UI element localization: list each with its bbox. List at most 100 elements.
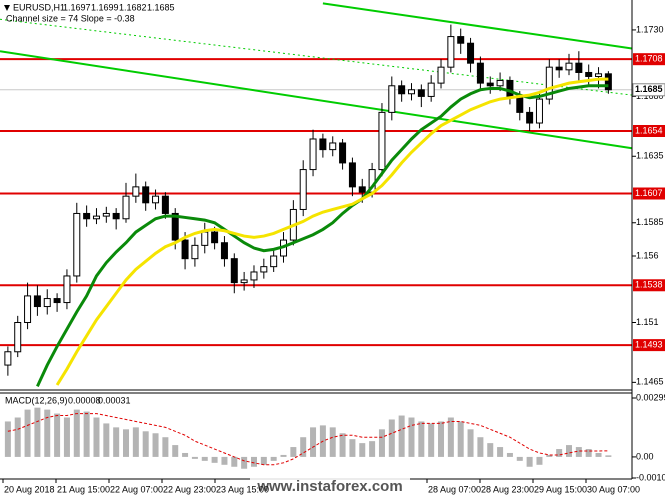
candle-body bbox=[132, 186, 140, 197]
candle-body bbox=[388, 85, 396, 113]
macd-bar bbox=[516, 456, 523, 461]
macd-bar bbox=[270, 456, 277, 461]
y-tick-label: 1.1635 bbox=[636, 151, 664, 161]
macd-bar bbox=[398, 415, 405, 457]
macd-bar bbox=[103, 423, 110, 457]
macd-bar bbox=[83, 411, 90, 457]
candle-body bbox=[14, 322, 22, 353]
macd-bar bbox=[408, 417, 415, 457]
candle-body bbox=[555, 66, 563, 71]
moving-average bbox=[36, 84, 609, 387]
candle-body bbox=[437, 66, 445, 84]
candle-body bbox=[220, 242, 228, 260]
macd-bar bbox=[231, 456, 238, 467]
y-tick-label: 1.1585 bbox=[636, 217, 664, 227]
candle-body bbox=[329, 142, 337, 151]
candle-body bbox=[526, 111, 534, 124]
macd-bar bbox=[467, 429, 474, 457]
candle-body bbox=[595, 73, 603, 77]
macd-bar bbox=[73, 409, 80, 457]
header-value: 1.1682 bbox=[119, 2, 147, 12]
macd-bar bbox=[447, 417, 454, 457]
channel-line bbox=[0, 18, 633, 96]
candle-body bbox=[358, 186, 366, 193]
candle-body bbox=[240, 279, 248, 284]
candle-body bbox=[348, 162, 356, 188]
candle-body bbox=[53, 298, 61, 304]
macd-bar bbox=[595, 452, 602, 457]
macd-bar bbox=[152, 433, 159, 457]
candle-body bbox=[309, 138, 317, 171]
candle-body bbox=[4, 351, 12, 366]
macd-bar bbox=[388, 419, 395, 457]
macd-bar bbox=[113, 427, 120, 457]
macd-bar bbox=[536, 456, 543, 465]
macd-bar bbox=[182, 452, 189, 457]
candle-body bbox=[604, 73, 612, 91]
candle-body bbox=[33, 295, 41, 308]
candle-body bbox=[486, 82, 494, 87]
macd-bar bbox=[339, 433, 346, 457]
macd-bar bbox=[123, 429, 130, 457]
candle-body bbox=[427, 82, 435, 97]
symbol-title: EURUSD,H1 bbox=[13, 2, 65, 12]
level-label: 1.1654 bbox=[635, 125, 663, 135]
macd-bar bbox=[280, 454, 287, 457]
channel-annotation: Channel size = 74 Slope = -0.38 bbox=[6, 13, 135, 23]
macd-bar bbox=[162, 437, 169, 457]
header-value: 1.1699 bbox=[91, 2, 119, 12]
candle-body bbox=[585, 71, 593, 77]
macd-bar bbox=[310, 427, 317, 457]
x-tick-label: 30 Aug 07:00 bbox=[587, 484, 640, 494]
macd-bar bbox=[497, 447, 504, 457]
candle-body bbox=[339, 142, 347, 164]
y-tick-label: -0.00107 bbox=[636, 472, 665, 482]
macd-bar bbox=[63, 417, 70, 457]
macd-bar bbox=[14, 417, 21, 457]
macd-bar bbox=[250, 456, 257, 467]
candle-body bbox=[575, 62, 583, 73]
macd-bar bbox=[378, 429, 385, 457]
x-tick-label: 22 Aug 07:00 bbox=[110, 484, 163, 494]
macd-bar bbox=[506, 452, 513, 457]
candle-body bbox=[260, 266, 268, 273]
macd-bar bbox=[556, 449, 563, 457]
level-label: 1.1708 bbox=[635, 54, 663, 64]
candle-body bbox=[378, 111, 386, 171]
candle-body bbox=[535, 98, 543, 124]
candle-body bbox=[299, 169, 307, 210]
macd-bar bbox=[24, 409, 31, 457]
candle-body bbox=[467, 42, 475, 64]
level-tag bbox=[633, 125, 665, 137]
level-tag bbox=[633, 187, 665, 200]
macd-bar bbox=[329, 427, 336, 457]
macd-bar bbox=[211, 456, 218, 463]
candle-body bbox=[516, 95, 524, 113]
macd-readout: 0.00008 bbox=[68, 395, 101, 405]
y-tick-label: 1.156 bbox=[636, 250, 659, 260]
candle-body bbox=[201, 231, 209, 246]
macd-bar bbox=[93, 417, 100, 457]
macd-bar bbox=[54, 413, 61, 457]
candle-body bbox=[496, 79, 504, 87]
y-tick-label: 1.1465 bbox=[636, 377, 664, 387]
macd-bar bbox=[487, 443, 494, 457]
y-tick-label: 1.151 bbox=[636, 317, 659, 327]
macd-bar bbox=[585, 449, 592, 457]
watermark-bg bbox=[250, 476, 410, 496]
macd-bar bbox=[34, 407, 41, 457]
header-value: 1.1697 bbox=[63, 2, 91, 12]
candle-body bbox=[457, 36, 465, 44]
candle-body bbox=[191, 244, 199, 260]
macd-bar bbox=[142, 431, 149, 457]
macd-bar bbox=[260, 456, 267, 465]
candle-body bbox=[545, 66, 553, 100]
macd-bar bbox=[290, 447, 297, 457]
macd-signal bbox=[7, 413, 609, 466]
macd-bar bbox=[418, 421, 425, 457]
candle-body bbox=[112, 212, 120, 220]
x-tick-label: 20 Aug 2018 bbox=[4, 484, 55, 494]
